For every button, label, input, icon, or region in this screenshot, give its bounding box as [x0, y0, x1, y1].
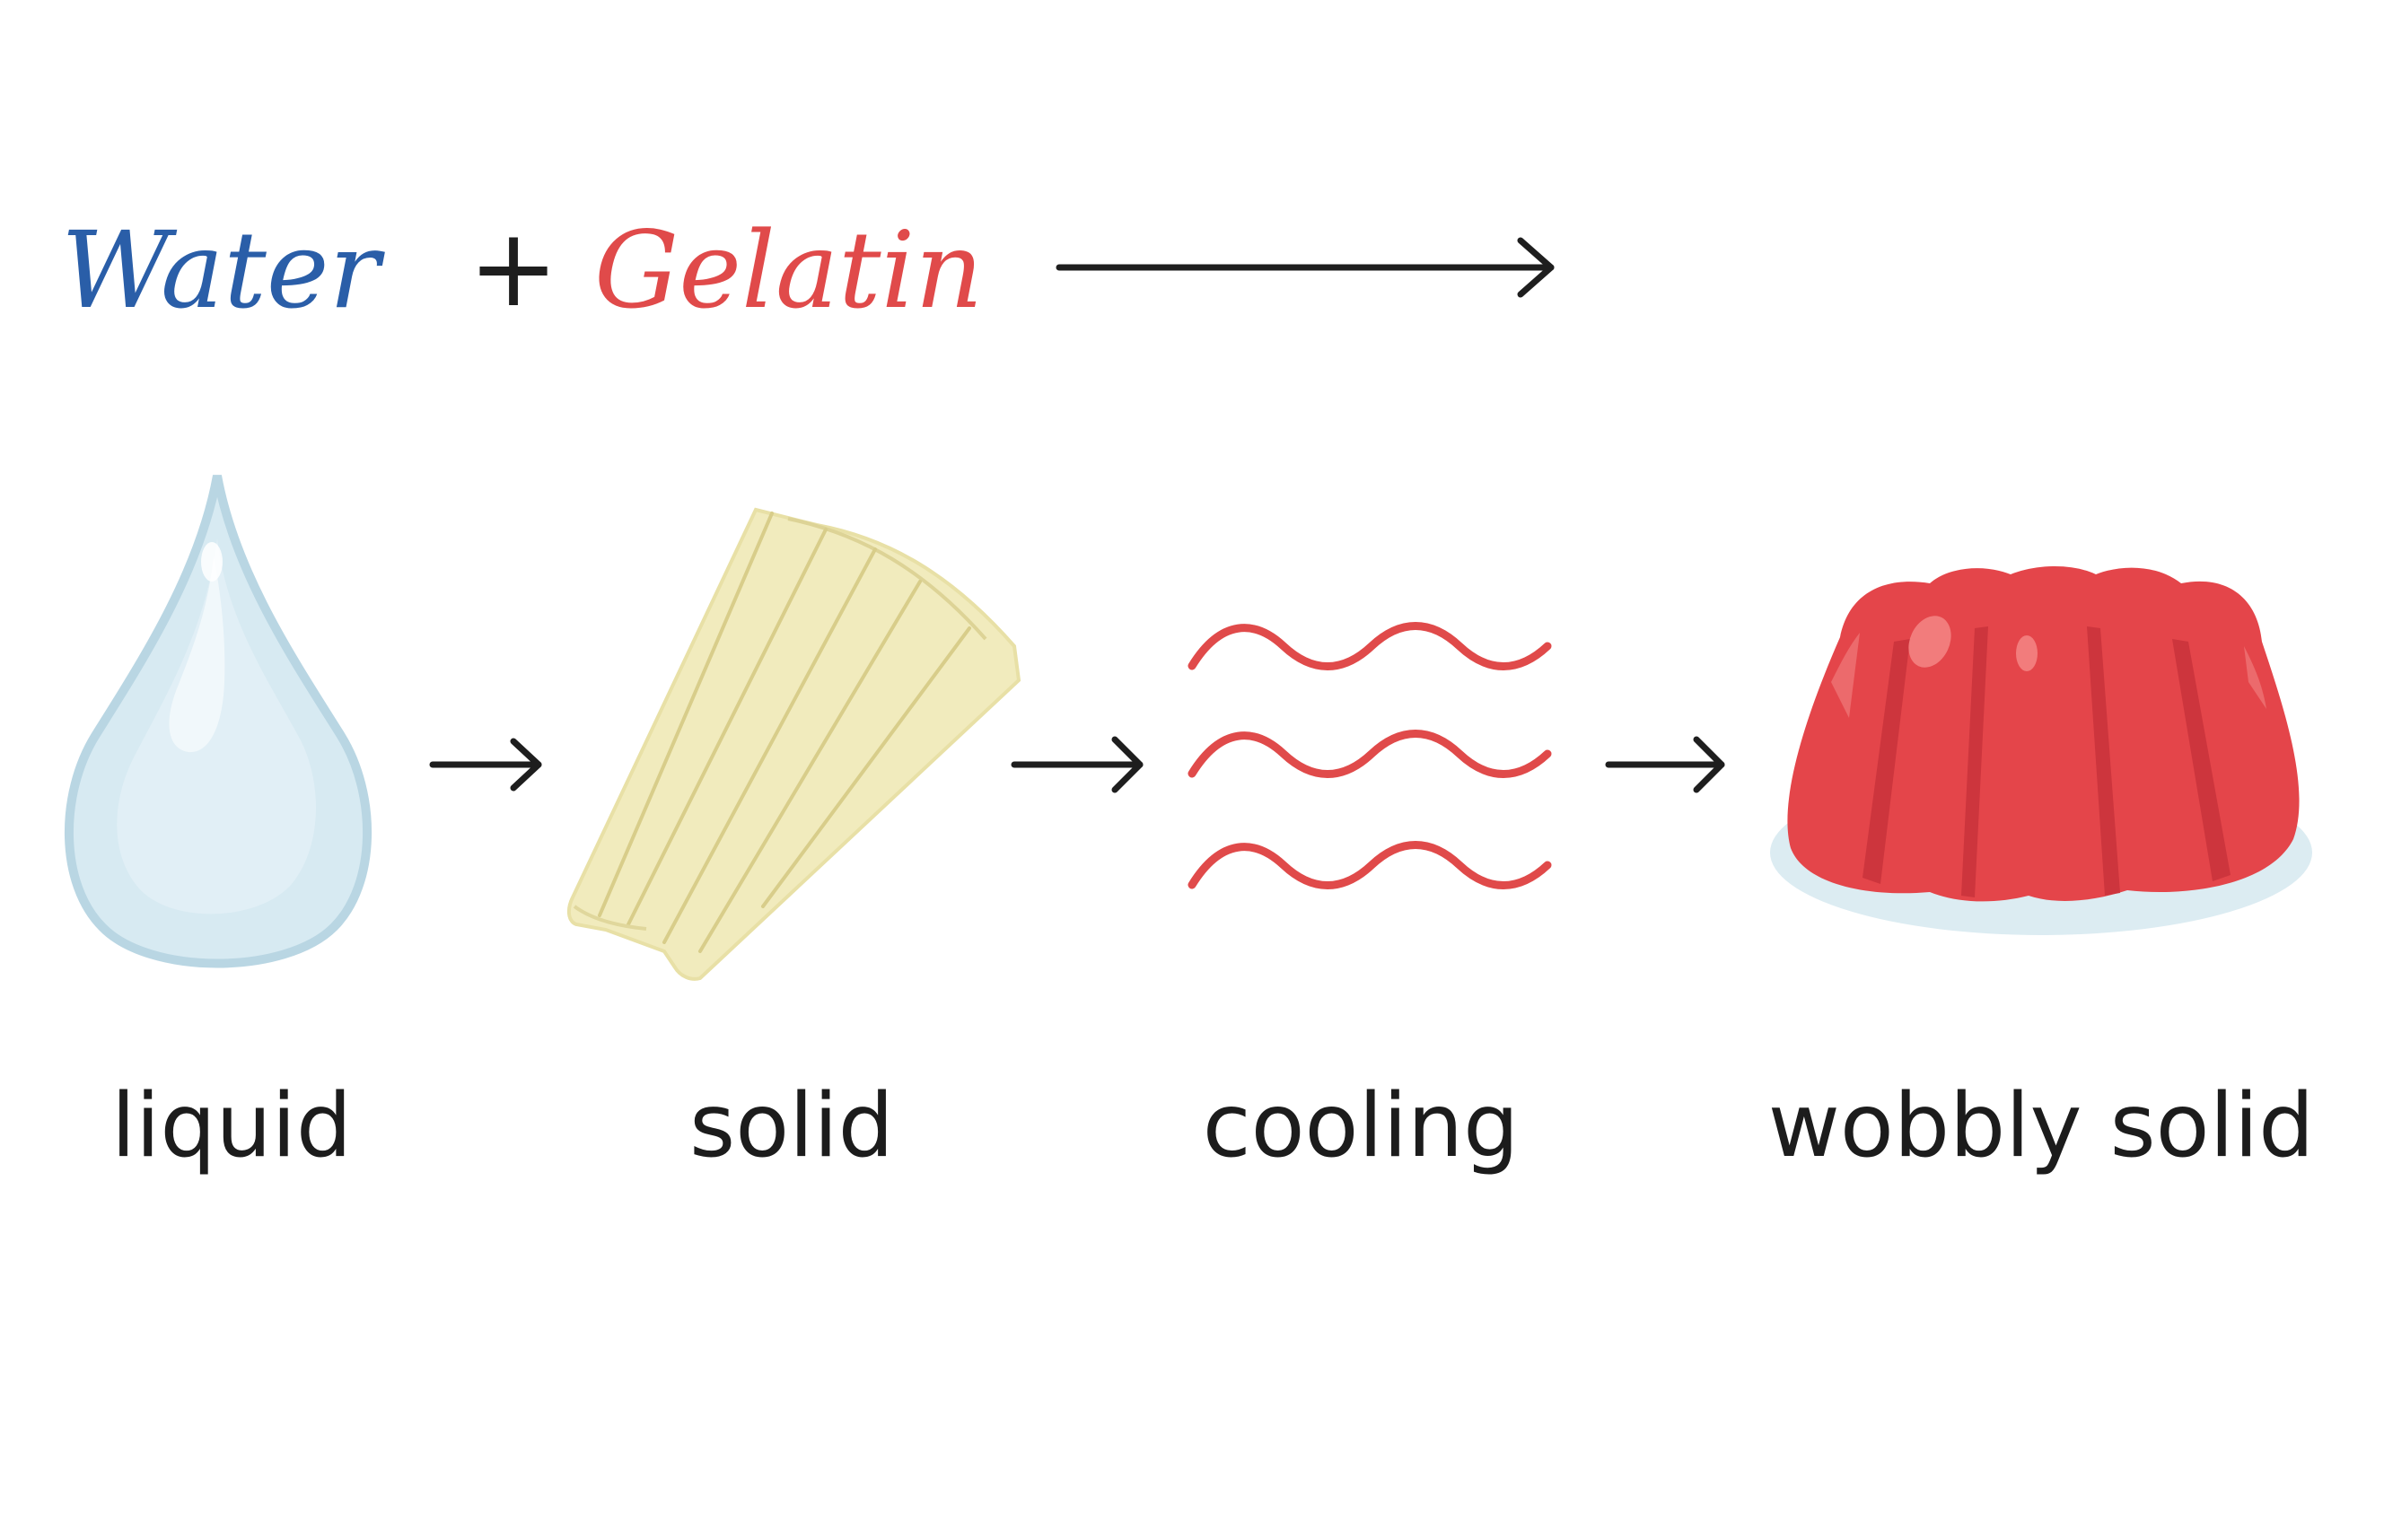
jelly-mold-icon: [1770, 566, 2312, 935]
arrow-1-icon: [429, 738, 542, 792]
equation-arrow-icon: [1056, 237, 1555, 298]
equation: Water + Gelatin: [61, 206, 1555, 332]
gelatin-sheets-icon: [566, 507, 1021, 981]
label-wobbly-solid: wobbly solid: [1768, 1075, 2315, 1177]
label-liquid: liquid: [111, 1075, 352, 1177]
label-cooling: cooling: [1203, 1075, 1520, 1177]
wave-1: [1188, 622, 1552, 670]
equation-gelatin: Gelatin: [594, 208, 983, 332]
equation-water: Water: [61, 208, 386, 332]
wave-3: [1188, 841, 1552, 889]
wave-2: [1188, 730, 1552, 778]
arrow-2-icon: [1011, 736, 1144, 793]
equation-plus: +: [469, 206, 559, 331]
label-solid: solid: [689, 1075, 894, 1177]
water-drop-icon: [65, 475, 372, 968]
arrow-3-icon: [1605, 736, 1725, 793]
stage-labels: liquid solid cooling wobbly solid: [111, 1075, 2314, 1177]
cooling-waves-icon: [1188, 622, 1552, 889]
